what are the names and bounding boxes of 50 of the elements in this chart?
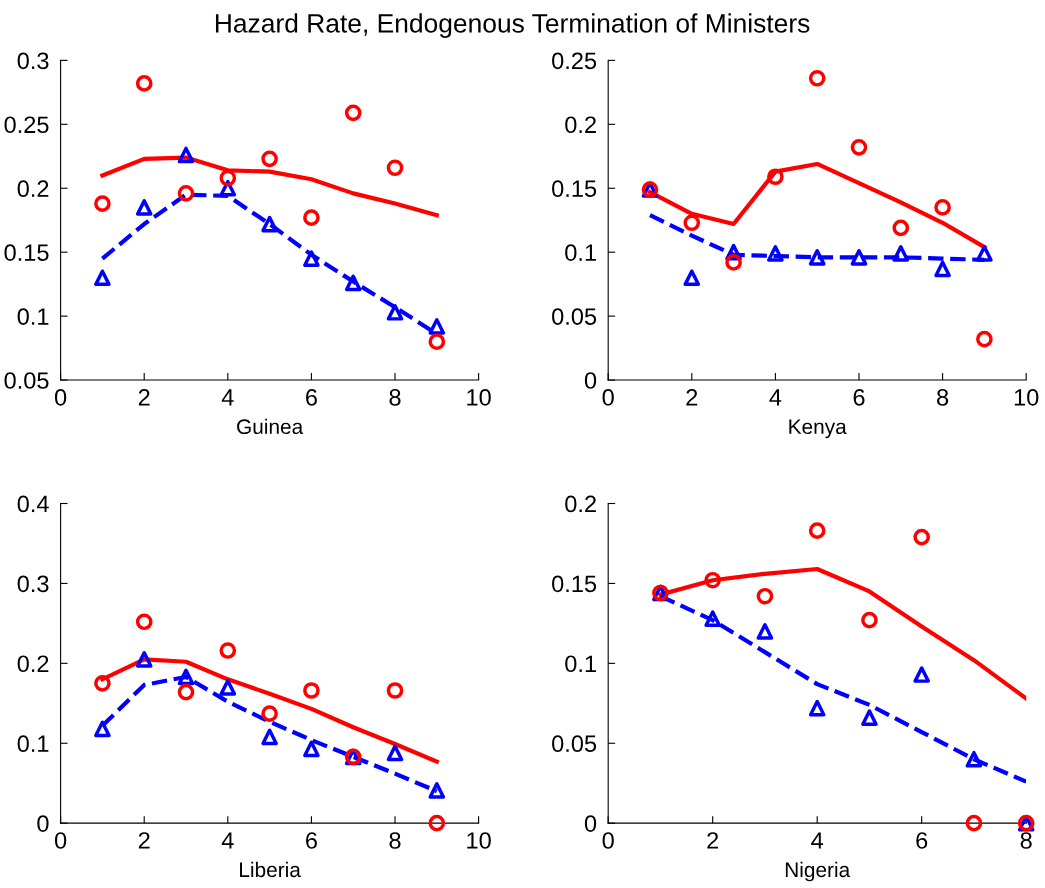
x-tick-label: 6: [306, 389, 317, 406]
x-tick-label: 8: [389, 832, 401, 849]
y-tick-label: 0.2: [17, 655, 49, 673]
y-tick-label: 0.25: [4, 116, 49, 134]
x-tick-label: 2: [686, 389, 698, 406]
y-tick-label: 0.1: [565, 655, 596, 673]
x-tick-label: 10: [467, 389, 491, 406]
y-tick-label: 0.3: [17, 52, 49, 70]
y-tick-label: 0: [37, 815, 49, 832]
y-tick-label: 0.3: [17, 575, 49, 593]
y-tick-label: 0.25: [552, 52, 597, 70]
x-tick-label: 4: [221, 389, 234, 406]
x-tick-label: 6: [853, 389, 865, 406]
x-tick-label: 6: [916, 832, 928, 849]
x-tick-label: 6: [306, 832, 317, 849]
y-tick-label: 0.1: [17, 308, 49, 325]
y-tick-label: 0.2: [565, 495, 596, 513]
y-tick-label: 0: [584, 815, 597, 832]
y-tick-label: 0.05: [552, 735, 597, 753]
x-tick-label: 2: [138, 389, 150, 406]
x-axis-title: Liberia: [240, 861, 301, 878]
y-tick-label: 0.2: [565, 116, 596, 134]
x-tick-label: 8: [937, 389, 949, 406]
y-tick-label: 0.05: [4, 372, 49, 389]
x-tick-label: 4: [811, 832, 824, 849]
x-tick-label: 8: [1020, 832, 1032, 849]
x-axis-title: Nigeria: [785, 861, 851, 882]
y-tick-label: 0.4: [17, 495, 49, 513]
chart-title: Hazard Rate, Endogenous Termination of Ministers: [215, 13, 810, 38]
y-tick-label: 0.15: [552, 180, 597, 198]
y-tick-label: 0.05: [552, 308, 597, 325]
x-tick-label: 4: [769, 389, 782, 406]
y-tick-label: 0.15: [4, 244, 49, 261]
x-axis-title: Guinea: [237, 418, 304, 435]
x-axis-title: Kenya: [789, 419, 847, 439]
x-tick-label: 0: [54, 389, 67, 406]
y-tick-label: 0.2: [17, 180, 49, 198]
x-tick-label: 8: [389, 389, 401, 406]
x-tick-label: 0: [602, 832, 614, 849]
y-tick-label: 0.1: [17, 735, 49, 753]
y-tick-label: 0.15: [552, 575, 597, 593]
y-tick-label: 0.1: [565, 244, 596, 261]
x-tick-label: 4: [221, 832, 234, 849]
x-tick-label: 2: [138, 832, 150, 849]
x-tick-label: 10: [467, 832, 491, 849]
x-tick-label: 2: [707, 832, 719, 849]
x-tick-label: 10: [1014, 389, 1039, 406]
x-tick-label: 0: [54, 832, 67, 849]
x-tick-label: 0: [602, 389, 614, 406]
y-tick-label: 0: [584, 372, 597, 389]
